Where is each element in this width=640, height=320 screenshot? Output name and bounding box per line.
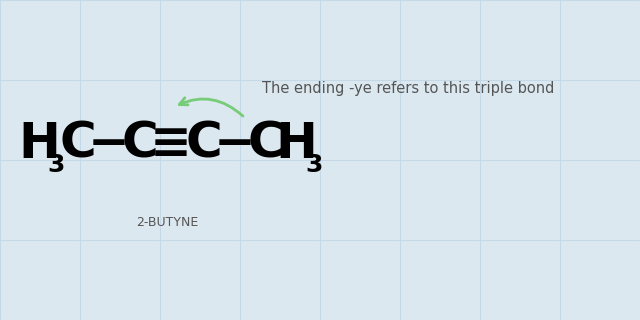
Text: 3: 3 bbox=[47, 153, 65, 177]
Text: C: C bbox=[60, 120, 97, 168]
Text: C: C bbox=[248, 120, 285, 168]
Text: H: H bbox=[275, 120, 317, 168]
Text: −: − bbox=[88, 120, 130, 168]
Text: −: − bbox=[214, 120, 256, 168]
FancyArrowPatch shape bbox=[179, 98, 243, 116]
Text: C: C bbox=[122, 120, 159, 168]
Text: C: C bbox=[186, 120, 223, 168]
Text: H: H bbox=[18, 120, 60, 168]
Text: The ending -ye refers to this triple bond: The ending -ye refers to this triple bon… bbox=[262, 81, 554, 95]
Text: 2-BUTYNE: 2-BUTYNE bbox=[136, 215, 198, 228]
Text: 3: 3 bbox=[305, 153, 323, 177]
Text: ≡: ≡ bbox=[150, 120, 192, 168]
